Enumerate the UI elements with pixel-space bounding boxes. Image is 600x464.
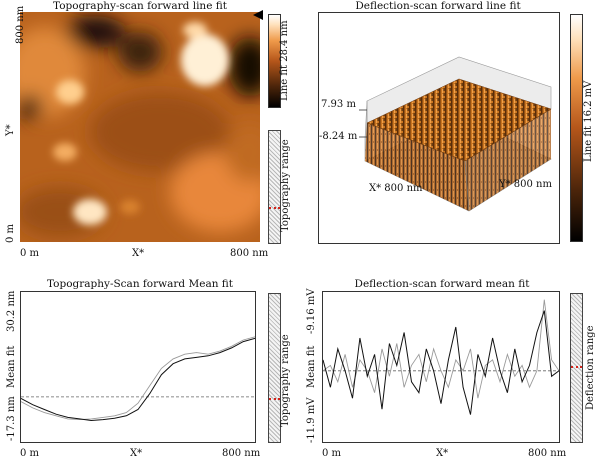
topo-colorbar (268, 14, 281, 108)
defl-colorbar-label: Line fit 16.2 mV (583, 80, 594, 162)
topo-range-bar (268, 130, 281, 244)
topo-profile-series-line-2 (20, 336, 256, 421)
topo-range-marker (269, 207, 280, 209)
defl-profile-x-right-label: 800 nm (528, 448, 567, 459)
topo-profile-x-axis-label: X* (130, 448, 143, 459)
topo-profile-range-bar (268, 293, 281, 443)
defl-profile-x-left-label: 0 m (322, 448, 342, 459)
defl-profile-range-label: Deflection range (585, 325, 596, 410)
defl-colorbar (570, 14, 583, 242)
defl-3d-z-bottom-label: -8.24 m (319, 131, 358, 142)
topo-profile-series-line-1 (20, 337, 256, 422)
defl-profile-y-bottom-label: -11.9 mV (306, 397, 317, 443)
topo-x-right-label: 800 nm (230, 248, 269, 259)
defl-profile-plot (322, 291, 560, 443)
topo-x-left-label: 0 m (20, 248, 40, 259)
topo-profile-x-left-label: 0 m (20, 448, 40, 459)
defl-3d-frame: 7.93 m -8.24 m X* 800 nm Y* 800 nm (318, 12, 560, 244)
defl-3d-x-axis-label: X* 800 nm (369, 183, 423, 194)
topo-profile-y-top-label: 30.2 nm (6, 290, 17, 332)
topo-y-axis-label: Y* (5, 124, 16, 136)
topo-y-top-label: 800 nm (15, 5, 26, 44)
topo-profile-range-marker (269, 398, 280, 400)
pointer-triangle-icon (253, 10, 263, 20)
topo-profile-title: Topography-Scan forward Mean fit (46, 278, 234, 290)
defl-profile-y-label: Mean fit (306, 345, 317, 388)
defl-profile-series-line-1 (322, 310, 560, 415)
topo-profile-plot (20, 291, 256, 443)
defl-3d-y-axis-label: Y* 800 nm (499, 179, 552, 190)
defl-profile-range-marker (571, 366, 582, 368)
topo-heatmap (20, 12, 260, 242)
topo-y-bottom-label: 0 m (5, 223, 16, 243)
defl-profile-y-top-label: -9.16 mV (306, 288, 317, 334)
topo-x-axis-label: X* (132, 248, 145, 259)
topo-profile-x-right-label: 800 nm (222, 448, 261, 459)
defl-profile-x-axis-label: X* (436, 448, 449, 459)
topo-range-label: Topography range (280, 139, 291, 232)
defl-profile-title: Deflection-scan forward mean fit (354, 278, 530, 290)
defl-profile-range-bar (570, 293, 583, 443)
defl-profile-svg (322, 299, 560, 415)
topo-colorbar-label: Line fit 28.4 nm (279, 20, 290, 101)
topo-profile-y-bottom-label: -17.3 nm (6, 396, 17, 441)
topo-profile-svg (20, 336, 256, 422)
defl-3d-title: Deflection-scan forward line fit (355, 0, 521, 12)
topo-profile-range-label: Topography range (280, 334, 291, 427)
defl-3d-z-top-label: 7.93 m (321, 99, 356, 110)
topo-image-title: Topography-scan forward line fit (53, 0, 227, 12)
defl-3d-surface (359, 56, 552, 212)
topo-profile-y-label: Mean fit (6, 345, 17, 388)
